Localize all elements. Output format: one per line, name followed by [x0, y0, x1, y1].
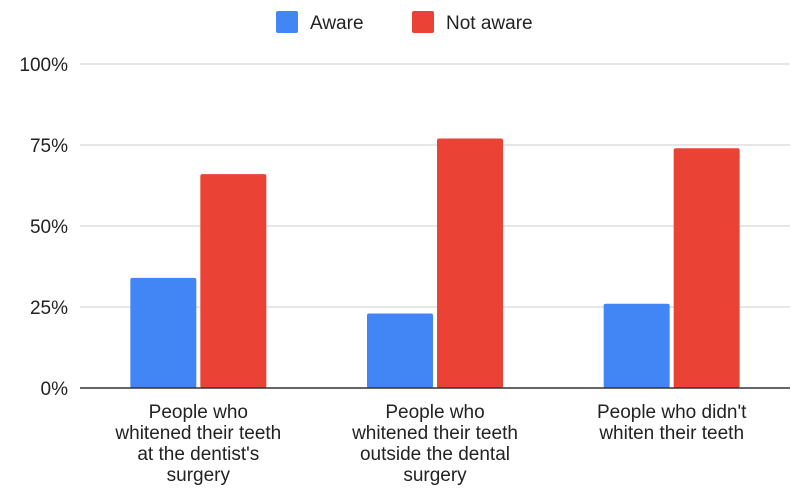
- bar-aware: [367, 313, 433, 388]
- x-category-label: surgery: [167, 465, 231, 486]
- x-category-label: at the dentist's: [137, 444, 259, 465]
- y-tick-label: 25%: [30, 298, 68, 319]
- bar-not-aware: [673, 148, 740, 388]
- bars: [130, 138, 740, 388]
- x-category-label: People who didn't: [597, 402, 747, 423]
- y-tick-label: 0%: [41, 379, 69, 400]
- x-category-label: People who: [149, 402, 248, 423]
- bar-not-aware: [200, 174, 267, 388]
- x-category-label: whiten their teeth: [598, 423, 744, 444]
- y-tick-label: 100%: [19, 55, 68, 76]
- bar-not-aware: [437, 138, 503, 388]
- legend-swatch: [412, 11, 434, 33]
- y-axis-ticks: 0% 25% 50% 75% 100%: [19, 55, 68, 400]
- legend-label: Aware: [310, 13, 364, 34]
- gridlines: [80, 63, 790, 308]
- x-category-label: outside the dental: [360, 444, 510, 465]
- x-category-label: People who: [385, 402, 484, 423]
- legend-label: Not aware: [446, 13, 533, 34]
- y-tick-label: 75%: [30, 136, 68, 157]
- y-tick-label: 50%: [30, 217, 68, 238]
- x-category-label: whitened their teeth: [114, 423, 281, 444]
- x-category-label: surgery: [403, 465, 467, 486]
- x-category-label: whitened their teeth: [351, 423, 518, 444]
- bar-aware: [130, 277, 197, 388]
- bar-aware: [603, 303, 670, 388]
- legend: Aware Not aware: [276, 11, 533, 34]
- legend-swatch: [276, 11, 298, 33]
